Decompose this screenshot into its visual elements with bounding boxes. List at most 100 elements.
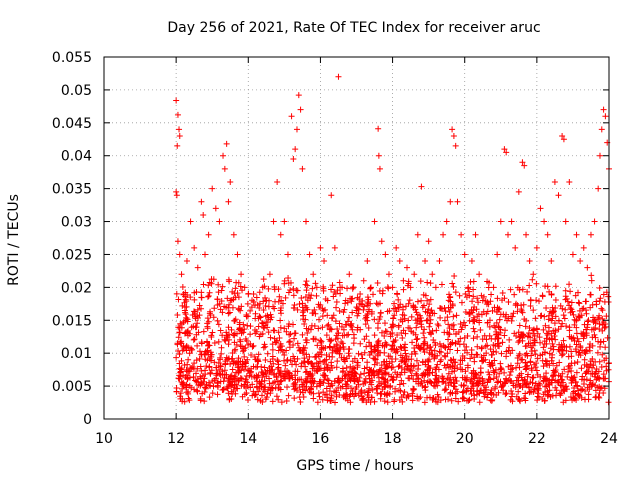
- data-point: [414, 316, 421, 323]
- data-point: [510, 380, 517, 387]
- data-point: [579, 373, 586, 380]
- data-point: [522, 397, 529, 404]
- data-point: [314, 365, 321, 372]
- data-point: [521, 380, 528, 387]
- data-point: [533, 280, 540, 287]
- data-point: [586, 386, 593, 393]
- data-point: [264, 390, 271, 397]
- data-point: [244, 397, 251, 404]
- data-point: [385, 353, 392, 360]
- data-point: [580, 329, 587, 336]
- data-point: [471, 358, 478, 365]
- data-point: [219, 368, 226, 375]
- data-point: [333, 341, 340, 348]
- data-point: [521, 316, 528, 323]
- data-point: [228, 381, 235, 388]
- data-point: [541, 218, 548, 225]
- data-point: [350, 340, 357, 347]
- data-point: [532, 351, 539, 358]
- data-point: [495, 335, 502, 342]
- data-point: [328, 192, 335, 199]
- data-point: [351, 355, 358, 362]
- data-point: [237, 358, 244, 365]
- data-point: [267, 311, 274, 318]
- data-point: [531, 332, 538, 339]
- data-point: [260, 306, 267, 313]
- data-point: [584, 321, 591, 328]
- data-point: [398, 329, 405, 336]
- data-point: [327, 367, 334, 374]
- data-point: [291, 335, 298, 342]
- data-point: [583, 326, 590, 333]
- data-point: [562, 306, 569, 313]
- data-point: [602, 323, 609, 330]
- data-point: [458, 299, 465, 306]
- data-point: [294, 306, 301, 313]
- data-point: [366, 366, 373, 373]
- data-point: [423, 317, 430, 324]
- data-point: [496, 316, 503, 323]
- data-point: [275, 286, 282, 293]
- data-point: [573, 231, 580, 238]
- data-point: [558, 346, 565, 353]
- data-point: [398, 377, 405, 384]
- data-point: [290, 156, 297, 163]
- data-point: [544, 376, 551, 383]
- data-point: [491, 322, 498, 329]
- data-point: [414, 298, 421, 305]
- data-point: [596, 285, 603, 292]
- data-point: [493, 319, 500, 326]
- data-point: [223, 304, 230, 311]
- data-point: [176, 329, 183, 336]
- data-point: [234, 290, 241, 297]
- data-point: [321, 365, 328, 372]
- data-point: [517, 398, 524, 405]
- data-point: [290, 285, 297, 292]
- data-point: [488, 390, 495, 397]
- data-point: [422, 361, 429, 368]
- data-point: [522, 390, 529, 397]
- data-point: [415, 375, 422, 382]
- data-point: [445, 370, 452, 377]
- data-point: [421, 399, 428, 406]
- data-point: [539, 292, 546, 299]
- data-point: [455, 329, 462, 336]
- data-point: [346, 271, 353, 278]
- data-point: [303, 339, 310, 346]
- data-point: [417, 394, 424, 401]
- data-point: [361, 370, 368, 377]
- data-point: [353, 304, 360, 311]
- data-point: [259, 399, 266, 406]
- data-point: [494, 343, 501, 350]
- data-point: [509, 391, 516, 398]
- data-point: [402, 303, 409, 310]
- data-point: [235, 306, 242, 313]
- data-point: [200, 378, 207, 385]
- data-point: [373, 300, 380, 307]
- data-point: [215, 321, 222, 328]
- data-point: [308, 322, 315, 329]
- data-point: [403, 394, 410, 401]
- data-point: [294, 340, 301, 347]
- data-point: [235, 368, 242, 375]
- data-point: [429, 271, 436, 278]
- data-point: [419, 372, 426, 379]
- data-point: [296, 384, 303, 391]
- data-point: [426, 329, 433, 336]
- data-point: [191, 360, 198, 367]
- data-point: [452, 395, 459, 402]
- data-point: [227, 360, 234, 367]
- data-point: [540, 326, 547, 333]
- data-point: [209, 390, 216, 397]
- data-point: [396, 396, 403, 403]
- data-point: [334, 358, 341, 365]
- data-point: [336, 391, 343, 398]
- data-point: [396, 381, 403, 388]
- data-point: [531, 339, 538, 346]
- data-point: [406, 297, 413, 304]
- data-point: [564, 373, 571, 380]
- data-point: [387, 383, 394, 390]
- data-point: [281, 218, 288, 225]
- plot-border: [103, 56, 610, 420]
- data-point: [208, 367, 215, 374]
